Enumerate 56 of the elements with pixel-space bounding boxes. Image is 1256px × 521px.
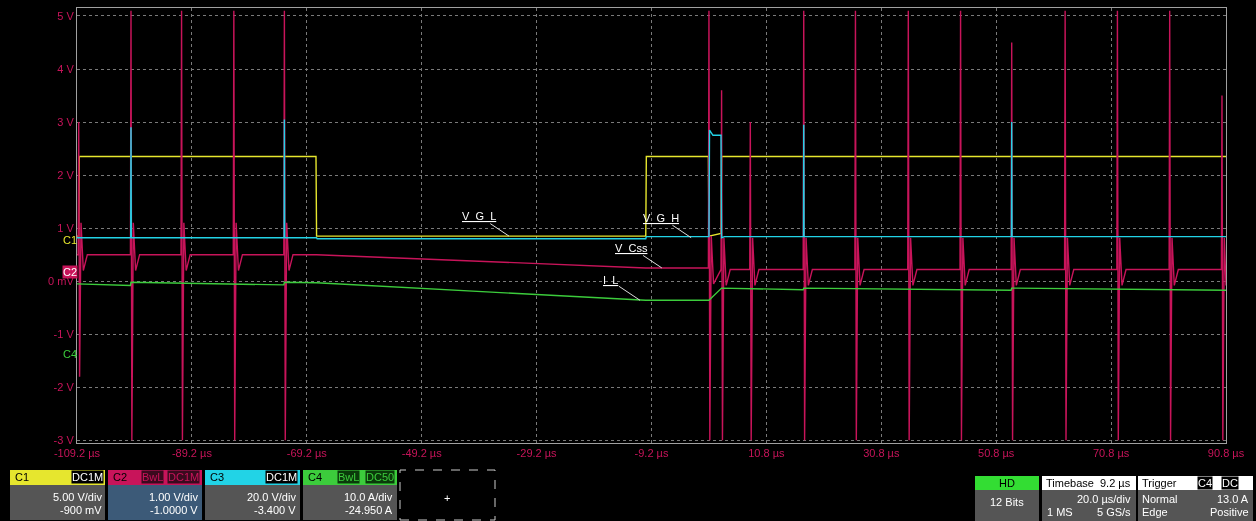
- text: 1.00 V/div: [149, 491, 199, 503]
- text: -900 mV: [60, 504, 103, 516]
- text: C4: [1198, 477, 1213, 489]
- y-tick-label: -2 V: [53, 381, 75, 394]
- y-tick-label: 3 V: [57, 115, 75, 128]
- text: DC1M: [168, 471, 200, 483]
- y-tick-label: 2 V: [57, 168, 75, 181]
- text: 20.0 µs/div: [1077, 493, 1131, 505]
- x-tick-label: 70.8 µs: [1092, 447, 1130, 460]
- annotation: I_L: [603, 274, 619, 286]
- x-tick-label: 50.8 µs: [978, 447, 1015, 460]
- text: Trigger: [1142, 477, 1177, 489]
- text: 10.0 A/div: [344, 491, 393, 503]
- text: DC50: [366, 471, 395, 483]
- x-tick-label: 10.8 µs: [748, 447, 786, 460]
- text: 5 GS/s: [1097, 506, 1132, 518]
- annotation: V_Css: [615, 242, 648, 254]
- text: Timebase: [1046, 477, 1094, 489]
- y-tick-label: -3 V: [53, 434, 75, 447]
- text: C4: [308, 471, 323, 483]
- text: BwL: [142, 471, 164, 483]
- line-series: [77, 118, 1226, 240]
- text: BwL: [338, 471, 360, 483]
- text: +: [444, 492, 451, 504]
- text: C2: [113, 471, 128, 483]
- x-tick-label: -89.2 µs: [171, 447, 213, 460]
- text: -1.0000 V: [150, 504, 199, 516]
- annotation: V_G_L: [462, 210, 497, 222]
- text: C1: [15, 471, 30, 483]
- x-tick-label: -9.2 µs: [634, 447, 669, 460]
- y-tick-label: 4 V: [57, 62, 75, 75]
- text: 9.2 µs: [1100, 477, 1131, 489]
- x-tick-label: 90.8 µs: [1207, 447, 1245, 460]
- x-tick-label: -29.2 µs: [516, 447, 558, 460]
- x-tick-label: -49.2 µs: [401, 447, 443, 460]
- text: DC1M: [266, 471, 298, 483]
- text: 12 Bits: [990, 496, 1025, 508]
- text: DC: [1222, 477, 1238, 489]
- y-tick-label: -1 V: [53, 328, 75, 341]
- text: 5.00 V/div: [53, 491, 103, 503]
- x-tick-label: -69.2 µs: [286, 447, 328, 460]
- text: Positive: [1210, 506, 1249, 518]
- text: 13.0 A: [1217, 493, 1249, 505]
- text: -24.950 A: [345, 504, 393, 516]
- text: -3.400 V: [254, 504, 297, 516]
- text: HD: [999, 477, 1015, 489]
- text: C3: [210, 471, 225, 483]
- y-tick-label: 1 V: [57, 222, 75, 234]
- text: Normal: [1142, 493, 1178, 505]
- text: Edge: [1142, 506, 1168, 518]
- text: 1 MS: [1047, 506, 1073, 518]
- x-tick-label: -109.2 µs: [53, 447, 101, 460]
- y-tick-label: 5 V: [57, 9, 75, 22]
- x-tick-label: 30.8 µs: [863, 447, 900, 460]
- text: DC1M: [72, 471, 104, 483]
- text: 20.0 V/div: [247, 491, 297, 503]
